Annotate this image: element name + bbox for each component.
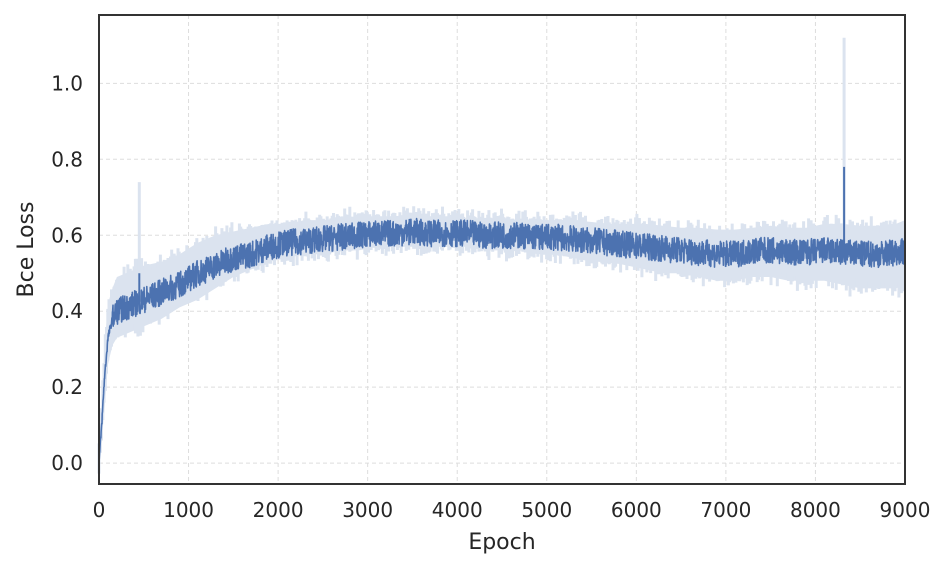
x-tick-label: 2000 <box>253 498 304 522</box>
x-axis-ticks: 0 1000 2000 3000 4000 5000 6000 7000 8000 9000 <box>93 498 931 522</box>
x-tick-label: 1000 <box>163 498 214 522</box>
y-axis-label: Bce Loss <box>14 202 39 298</box>
x-tick-label: 9000 <box>880 498 931 522</box>
series-lines <box>98 166 906 463</box>
y-tick-label: 1.0 <box>51 71 83 95</box>
y-tick-label: 0.4 <box>51 299 83 323</box>
y-tick-label: 0.8 <box>51 147 83 171</box>
x-tick-label: 8000 <box>790 498 841 522</box>
series-line <box>98 217 906 463</box>
y-axis-ticks: 0.0 0.2 0.4 0.6 0.8 1.0 <box>51 71 83 475</box>
y-tick-label: 0.2 <box>51 375 83 399</box>
x-axis-label: Epoch <box>468 530 535 555</box>
x-tick-label: 4000 <box>432 498 483 522</box>
y-tick-label: 0.6 <box>51 223 83 247</box>
x-tick-label: 6000 <box>611 498 662 522</box>
x-tick-label: 5000 <box>521 498 572 522</box>
plot-frame <box>98 14 906 485</box>
x-tick-label: 3000 <box>342 498 393 522</box>
y-tick-label: 0.0 <box>51 451 83 475</box>
x-tick-label: 7000 <box>700 498 751 522</box>
x-tick-label: 0 <box>93 498 106 522</box>
